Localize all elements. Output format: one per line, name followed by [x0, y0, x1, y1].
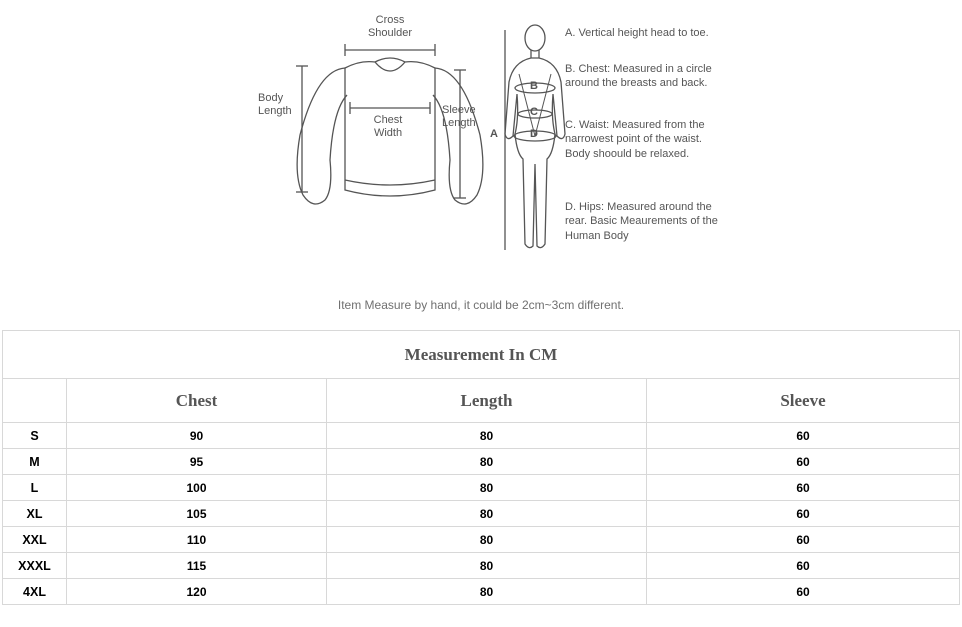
cell-sleeve: 60: [647, 423, 960, 449]
label-sleeve-length: Sleeve Length: [442, 104, 484, 129]
cell-sleeve: 60: [647, 501, 960, 527]
cell-chest: 90: [67, 423, 327, 449]
label-body-length: Body Length: [258, 92, 300, 117]
table-title-row: Measurement In CM: [3, 331, 960, 379]
txt: Chest: [374, 114, 403, 126]
cell-length: 80: [327, 475, 647, 501]
cell-length: 80: [327, 501, 647, 527]
legend-A: A. Vertical height head to toe.: [565, 26, 720, 40]
table-row: 4XL1208060: [3, 579, 960, 605]
cell-sleeve: 60: [647, 527, 960, 553]
table-row: XXL1108060: [3, 527, 960, 553]
cell-chest: 100: [67, 475, 327, 501]
measurement-table: Measurement In CM Chest Length Sleeve S9…: [2, 330, 960, 605]
cell-size: L: [3, 475, 67, 501]
table-row: XL1058060: [3, 501, 960, 527]
cell-chest: 110: [67, 527, 327, 553]
table-title: Measurement In CM: [3, 331, 960, 379]
cell-size: XXXL: [3, 553, 67, 579]
cell-chest: 105: [67, 501, 327, 527]
cell-length: 80: [327, 553, 647, 579]
cell-size: 4XL: [3, 579, 67, 605]
table-header-sleeve: Sleeve: [647, 379, 960, 423]
cell-length: 80: [327, 449, 647, 475]
txt: Length: [442, 117, 476, 129]
size-diagram: Cross Shoulder Body Length Chest Width S…: [0, 0, 962, 290]
txt: Sleeve: [442, 104, 476, 116]
legend-C: C. Waist: Measured from the narrowest po…: [565, 118, 720, 161]
legend-D: D. Hips: Measured around the rear. Basic…: [565, 200, 720, 243]
table-row: XXXL1158060: [3, 553, 960, 579]
cell-size: M: [3, 449, 67, 475]
txt: Shoulder: [368, 27, 412, 39]
cell-size: XL: [3, 501, 67, 527]
txt: Width: [374, 127, 402, 139]
table-header-blank: [3, 379, 67, 423]
label-cross-shoulder: Cross Shoulder: [350, 14, 430, 39]
table-row: M958060: [3, 449, 960, 475]
table-row: S908060: [3, 423, 960, 449]
cell-size: XXL: [3, 527, 67, 553]
page: Cross Shoulder Body Length Chest Width S…: [0, 0, 962, 605]
cell-sleeve: 60: [647, 449, 960, 475]
diagram-svg: [0, 0, 962, 290]
table-row: L1008060: [3, 475, 960, 501]
txt: Cross: [376, 14, 405, 26]
measurement-note: Item Measure by hand, it could be 2cm~3c…: [0, 298, 962, 312]
cell-sleeve: 60: [647, 553, 960, 579]
cell-sleeve: 60: [647, 579, 960, 605]
body-label-C: C: [530, 106, 538, 119]
body-label-A: A: [490, 128, 498, 141]
table-header-length: Length: [327, 379, 647, 423]
cell-length: 80: [327, 579, 647, 605]
txt: Body: [258, 92, 283, 104]
cell-chest: 115: [67, 553, 327, 579]
cell-chest: 120: [67, 579, 327, 605]
txt: Length: [258, 105, 292, 117]
body-label-B: B: [530, 80, 538, 93]
cell-length: 80: [327, 423, 647, 449]
cell-sleeve: 60: [647, 475, 960, 501]
label-chest-width: Chest Width: [358, 114, 418, 139]
table-header-chest: Chest: [67, 379, 327, 423]
cell-size: S: [3, 423, 67, 449]
body-label-D: D: [530, 128, 538, 141]
cell-length: 80: [327, 527, 647, 553]
cell-chest: 95: [67, 449, 327, 475]
table-header-row: Chest Length Sleeve: [3, 379, 960, 423]
legend-B: B. Chest: Measured in a circle around th…: [565, 62, 720, 91]
